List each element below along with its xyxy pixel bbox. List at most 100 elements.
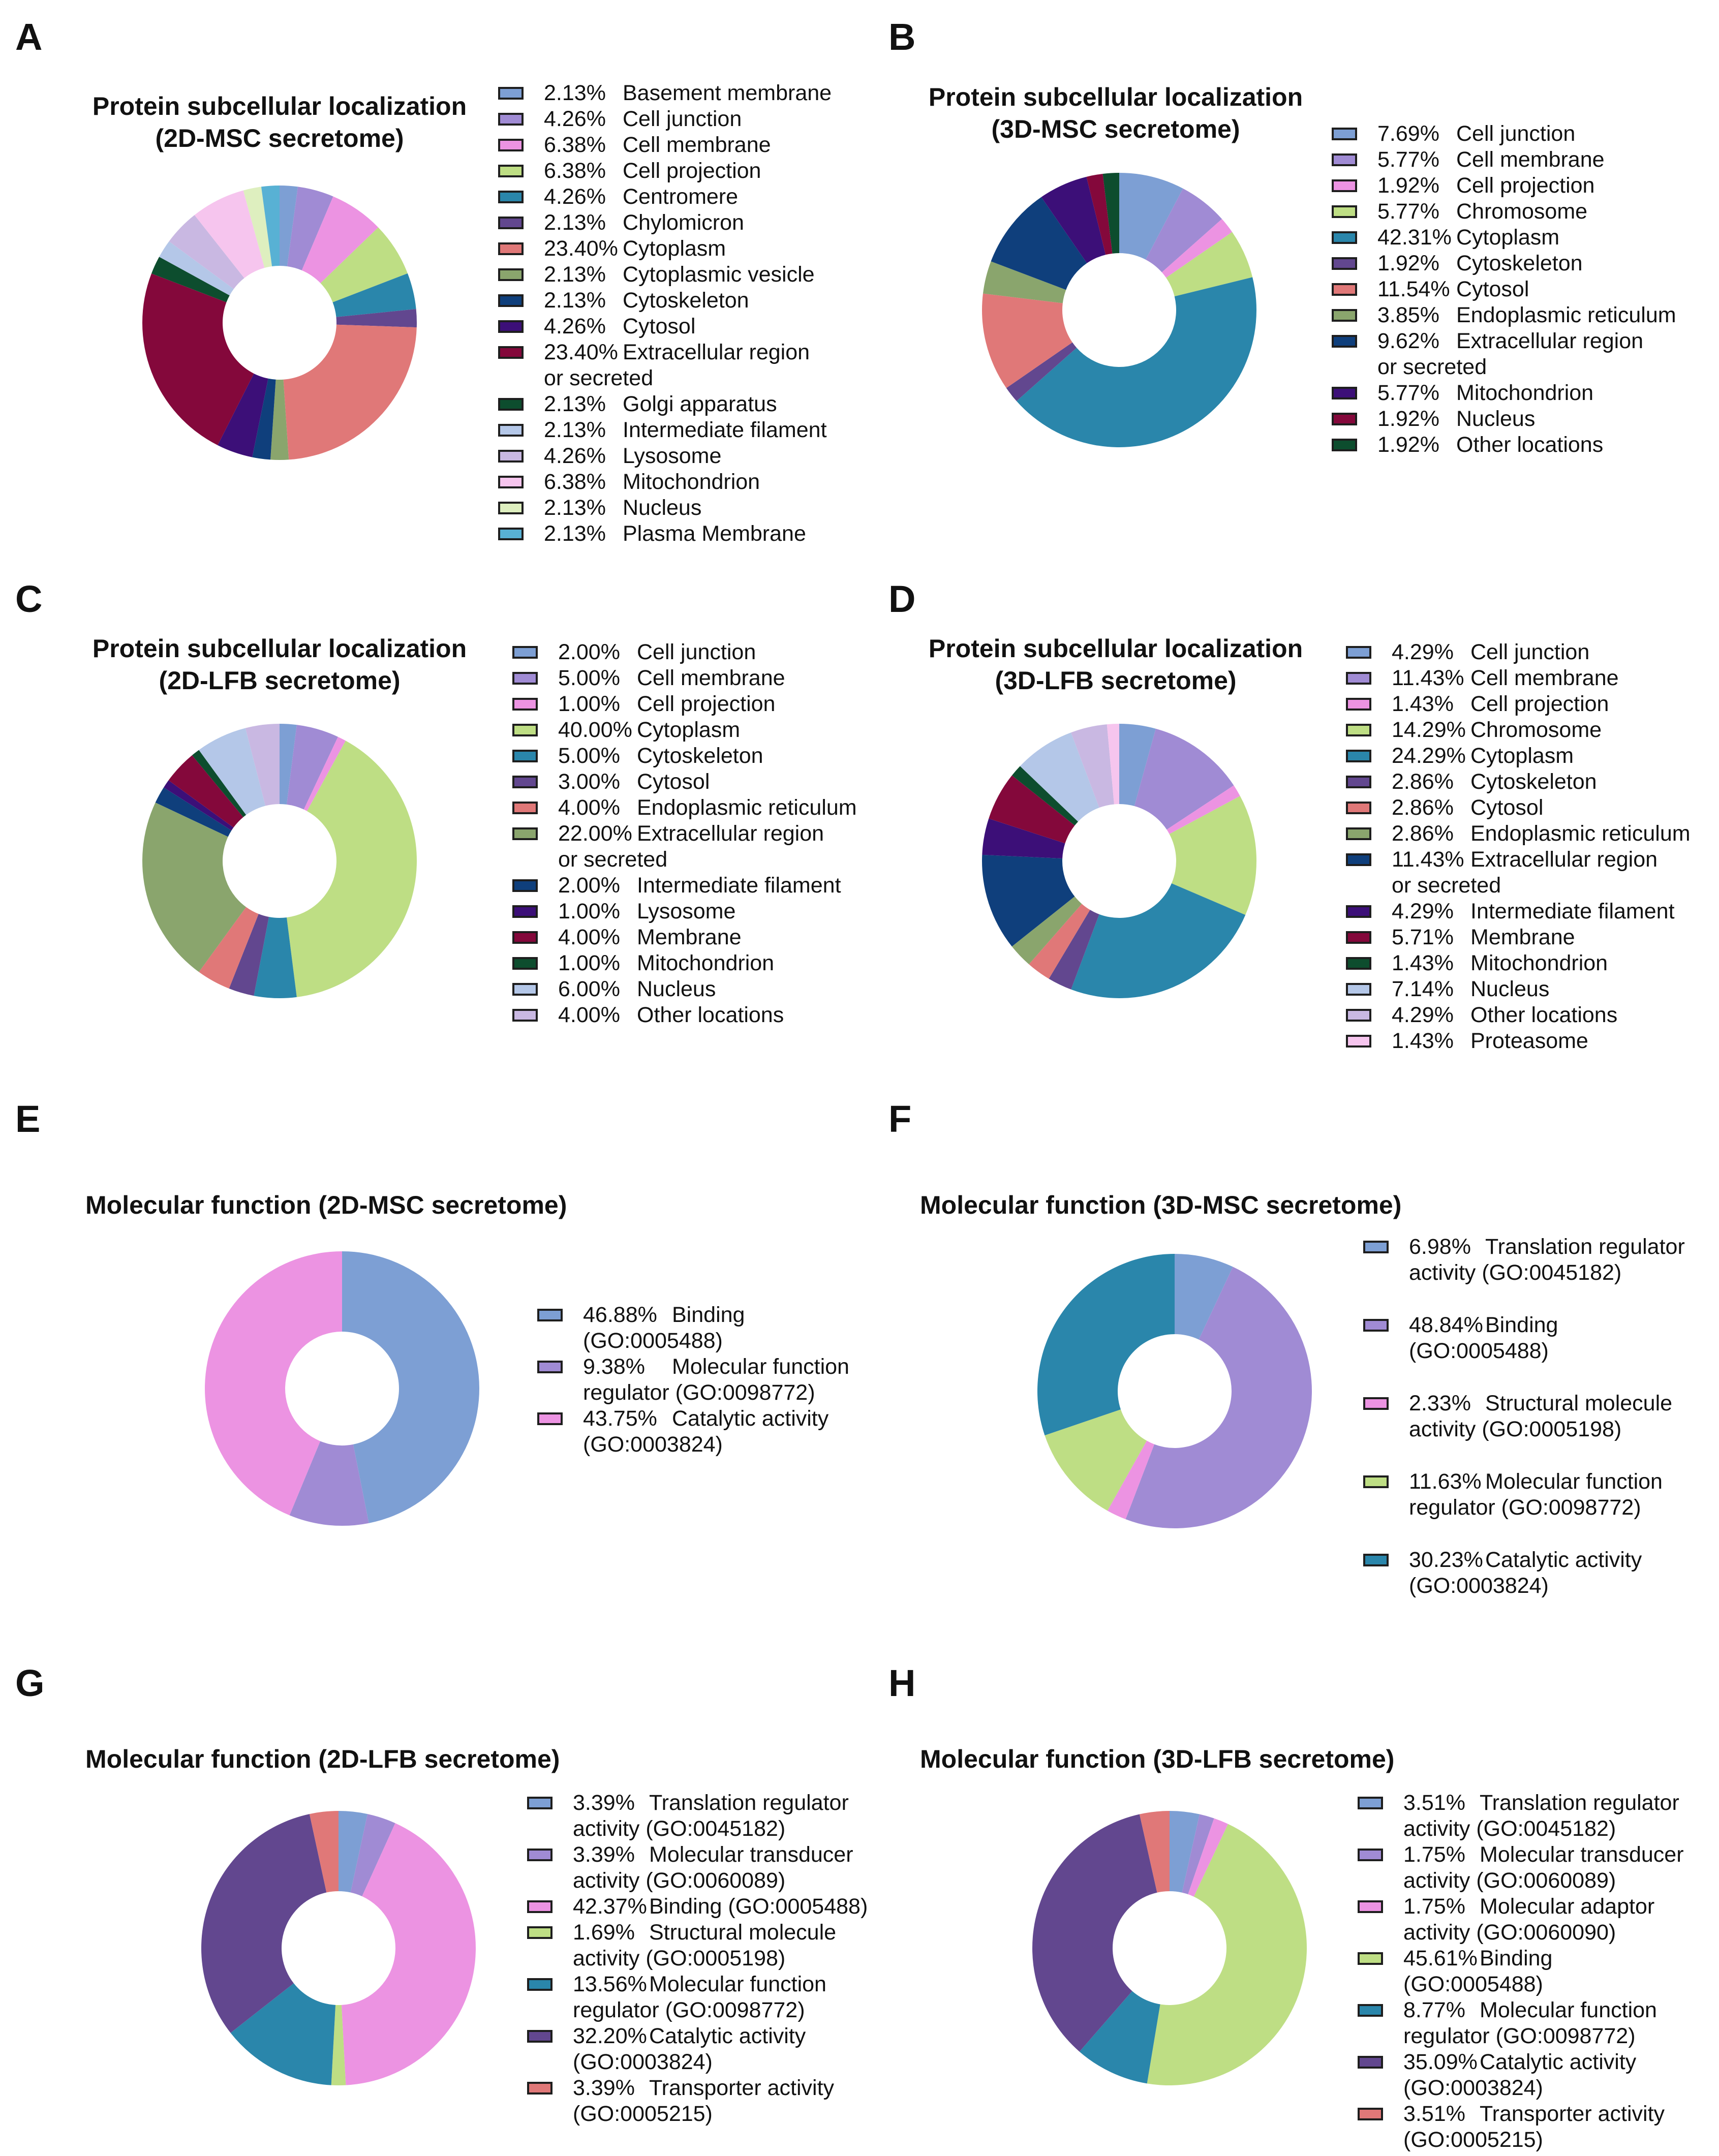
panel-f-title-line1: Molecular function (3D-MSC secretome) (920, 1191, 1402, 1219)
legend-swatch (498, 242, 524, 255)
panel-e-title-line1: Molecular function (2D-MSC secretome) (85, 1191, 567, 1219)
legend-label: Catalytic activity (1485, 1548, 1642, 1572)
donut-slice-a-12 (159, 241, 234, 296)
donut-slice-c-13 (245, 724, 280, 806)
panel-letter-g: G (15, 1662, 45, 1704)
legend-h: 3.51% Translation regulator activity (GO:0… (1358, 1790, 1708, 2156)
donut-slice-e-1 (289, 1441, 369, 1526)
legend-percent: 32.20% (573, 2024, 647, 2048)
legend-label: Lysosome (623, 444, 722, 468)
legend-label: Cytoskeleton (623, 288, 749, 313)
donut-slice-c-7 (142, 803, 247, 972)
donut-slice-f-3 (1045, 1409, 1147, 1511)
legend-swatch (527, 1900, 552, 1913)
donut-slice-b-7 (983, 261, 1066, 303)
legend-percent: 1.43% (1392, 1029, 1454, 1053)
panel-h-title-line1: Molecular function (3D-LFB secretome) (920, 1745, 1395, 1773)
legend-f: 6.98% Translation regulator activity (GO:0… (1363, 1234, 1709, 1598)
legend-label: Intermediate filament (1470, 899, 1675, 923)
legend-swatch (1332, 335, 1357, 348)
donut-slice-d-1 (1134, 728, 1234, 830)
legend-b: 7.69% Cell junction 5.77% Cell membrane 1.92… (1332, 121, 1708, 477)
legend-swatch (1332, 283, 1357, 296)
panel-letter-a: A (15, 16, 43, 58)
legend-label: Endoplasmic reticulum (637, 795, 857, 820)
donut-slice-d-2 (1167, 785, 1240, 834)
legend-swatch (1332, 231, 1357, 244)
legend-label: Binding (1485, 1313, 1558, 1337)
donut-slice-e-2 (204, 1251, 342, 1516)
donut-slice-a-14 (194, 190, 265, 279)
legend-percent: 2.86% (1392, 795, 1454, 820)
legend-swatch (512, 750, 538, 762)
legend-label: Cell projection (1470, 692, 1609, 716)
panel-c-title-line1: Protein subcellular localization (92, 634, 467, 663)
legend-label-continued: (GO:0003824) (583, 1432, 723, 1457)
donut-slice-c-0 (280, 724, 297, 805)
donut-slice-d-7 (1011, 896, 1082, 965)
donut-slice-b-9 (1041, 176, 1106, 263)
legend-percent: 24.29% (1392, 744, 1466, 768)
legend-percent: 2.13% (544, 262, 606, 287)
panel-c-title: Protein subcellular localization (2D-LFB… (81, 633, 478, 697)
legend-swatch (498, 294, 524, 307)
donut-slice-g-3 (331, 2005, 346, 2085)
legend-swatch (1358, 2056, 1383, 2069)
legend-swatch (1363, 1397, 1389, 1410)
donut-slice-c-11 (192, 750, 247, 817)
legend-percent: 23.40% (544, 236, 618, 261)
legend-label: Cytoplasm (1470, 744, 1574, 768)
donut-slice-d-6 (1029, 904, 1090, 979)
legend-percent: 14.29% (1392, 718, 1466, 742)
legend-label: Cell membrane (637, 666, 785, 690)
legend-percent: 2.00% (558, 640, 620, 664)
legend-percent: 11.63% (1409, 1469, 1482, 1494)
legend-label: Basement membrane (623, 81, 832, 105)
legend-percent: 1.00% (558, 899, 620, 923)
legend-swatch (1332, 257, 1357, 270)
donut-slice-c-10 (168, 755, 243, 828)
donut-slice-c-5 (229, 914, 269, 996)
legend-label-continued: or secreted (544, 366, 654, 390)
donut-slice-g-2 (341, 1823, 476, 2085)
legend-percent: 5.77% (1377, 199, 1439, 224)
legend-swatch (1346, 1035, 1371, 1048)
legend-swatch (537, 1361, 563, 1373)
legend-percent: 3.39% (573, 1842, 635, 1867)
legend-swatch (498, 165, 524, 177)
legend-label: Cell projection (1456, 173, 1595, 198)
legend-label: Other locations (1470, 1003, 1618, 1027)
legend-label-continued: (GO:0005215) (1403, 2128, 1543, 2152)
legend-label-continued: (GO:0005215) (573, 2102, 713, 2126)
donut-slice-b-6 (982, 293, 1072, 388)
legend-swatch (498, 113, 524, 126)
legend-percent: 1.69% (573, 1920, 635, 1945)
donut-chart-f (1037, 1254, 1312, 1528)
legend-percent: 4.29% (1392, 640, 1454, 664)
legend-swatch (1332, 387, 1357, 399)
legend-label: Cell junction (1456, 121, 1576, 146)
legend-percent: 2.86% (1392, 769, 1454, 794)
legend-swatch (512, 879, 538, 892)
legend-percent: 1.75% (1403, 1894, 1465, 1919)
donut-slice-a-3 (320, 227, 408, 302)
donut-chart-g (201, 1811, 476, 2085)
legend-swatch (498, 528, 524, 540)
legend-swatch (1363, 1554, 1389, 1566)
legend-label: Cytoplasmic vesicle (623, 262, 815, 287)
legend-label: Transporter activity (649, 2076, 835, 2100)
legend-percent: 6.98% (1409, 1235, 1471, 1259)
legend-label-continued: activity (GO:0060089) (1403, 1868, 1616, 1893)
donut-slice-b-3 (1166, 232, 1253, 297)
legend-label: Cytoskeleton (1470, 769, 1597, 794)
panel-c-title-line2: (2D-LFB secretome) (159, 666, 401, 695)
legend-label: Extracellular region (1470, 847, 1658, 872)
panel-letter-d: D (888, 578, 916, 620)
legend-label-continued: regulator (GO:0098772) (1403, 2024, 1636, 2048)
legend-swatch (498, 502, 524, 514)
legend-swatch (512, 931, 538, 944)
donut-slice-a-2 (301, 196, 379, 284)
legend-label: Endoplasmic reticulum (1456, 303, 1676, 327)
legend-swatch (498, 346, 524, 359)
legend-label: Binding (GO:0005488) (649, 1894, 868, 1919)
